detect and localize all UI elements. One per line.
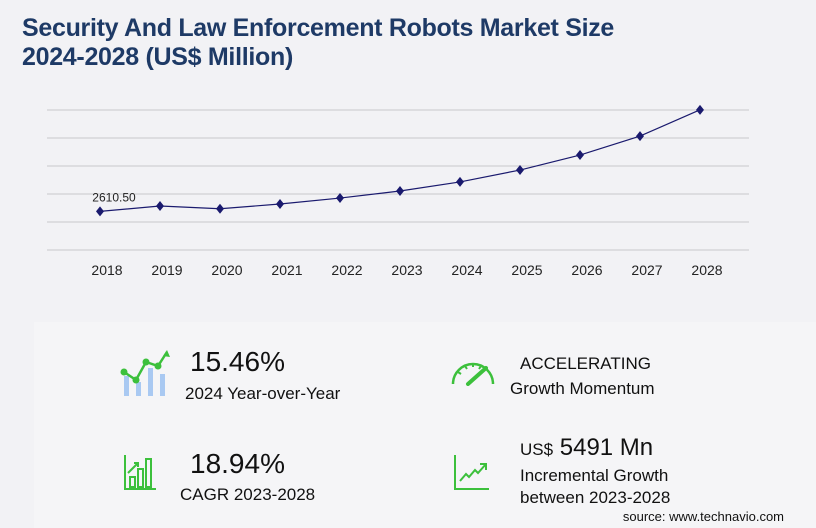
data-point-2024 [456, 176, 464, 187]
x-tick-label: 2027 [631, 262, 662, 278]
yoy-value: 15.46% [190, 346, 285, 377]
title-line-1: Security And Law Enforcement Robots Mark… [22, 14, 615, 42]
data-point-2018 [96, 206, 104, 217]
x-tick-label: 2028 [691, 262, 722, 278]
x-tick-label: 2024 [451, 262, 482, 278]
data-point-2028 [696, 104, 704, 115]
data-point-2025 [516, 165, 524, 176]
source-text: source: www.technavio.com [622, 509, 784, 524]
data-point-2021 [276, 199, 284, 210]
x-tick-label: 2020 [211, 262, 242, 278]
momentum-value: ACCELERATING [520, 354, 651, 373]
yoy-label: 2024 Year-over-Year [185, 384, 341, 403]
currency-prefix: US$ [520, 440, 554, 459]
x-tick-label: 2025 [511, 262, 542, 278]
data-point-2026 [576, 150, 584, 161]
data-point-2022 [336, 193, 344, 204]
x-tick-label: 2022 [331, 262, 362, 278]
data-point-2023 [396, 186, 404, 197]
data-point-2019 [156, 201, 164, 212]
incremental-label-1: Incremental Growth [520, 466, 669, 485]
x-tick-label: 2023 [391, 262, 422, 278]
chart-title: Security And Law Enforcement Robots Mark… [22, 14, 614, 72]
bar-chart-growth-icon [124, 455, 156, 490]
data-label: 2610.50 [92, 190, 136, 204]
x-tick-label: 2021 [271, 262, 302, 278]
line-chart: 2018 2610.50 2019 2020 2021 2022 2023 2024 2025 2… [47, 104, 749, 278]
data-point-2027 [636, 131, 644, 142]
momentum-label: Growth Momentum [510, 379, 655, 398]
x-tick-label: 2019 [151, 262, 182, 278]
trend-up-icon [454, 455, 489, 490]
title-line-2: 2024-2028 (US$ Million) [22, 43, 293, 71]
speedometer-icon [451, 362, 495, 386]
incremental-label-2: between 2023-2028 [520, 488, 671, 507]
cagr-label: CAGR 2023-2028 [180, 485, 316, 504]
x-tick-label: 2018 [91, 262, 122, 278]
bar-line-growth-icon [120, 350, 170, 396]
incremental-value: US$ 5491 Mn [520, 434, 653, 462]
data-point-2020 [216, 203, 224, 214]
series-line [99, 109, 701, 213]
cagr-value: 18.94% [190, 448, 285, 479]
x-tick-label: 2026 [571, 262, 602, 278]
incremental-amount: 5491 Mn [559, 434, 654, 461]
